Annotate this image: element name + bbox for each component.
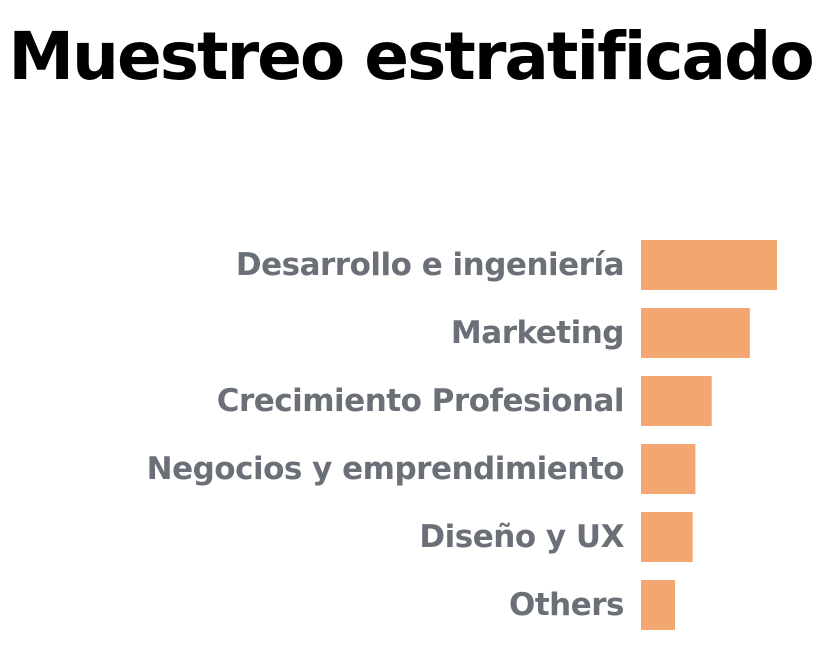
bar-1 [641,240,777,290]
category-label-4: Negocios y emprendimiento [147,451,624,487]
page-title: Muestreo estratificado [8,18,814,95]
bar-4 [641,444,696,494]
category-label-1: Desarrollo e ingeniería [236,247,624,283]
bar-6 [641,580,675,630]
category-label-2: Marketing [451,315,624,351]
bar-2 [641,308,750,358]
category-label-3: Crecimiento Profesional [217,383,624,419]
category-label-6: Others [509,587,624,623]
category-label-5: Diseño y UX [419,519,624,555]
bar-5 [641,512,693,562]
bar-3 [641,376,712,426]
